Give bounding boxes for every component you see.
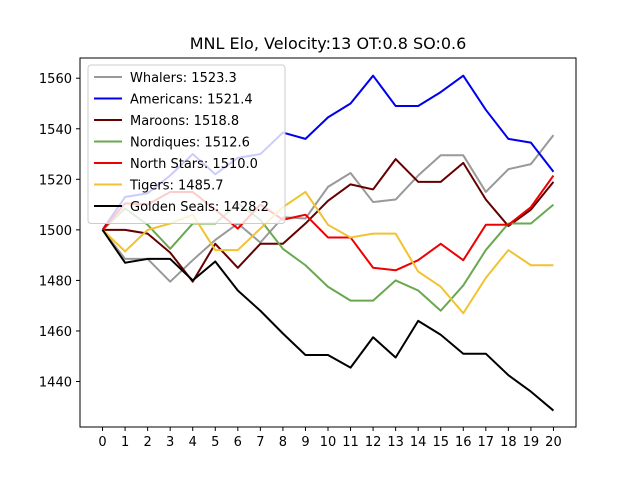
legend-box: [87, 64, 286, 224]
x-tick-label-13: 13: [387, 435, 404, 450]
x-tick-label-7: 7: [256, 435, 264, 450]
x-tick-label-14: 14: [410, 435, 427, 450]
series-line-6: [101, 229, 555, 412]
y-tick-label-4: 1520: [39, 173, 72, 188]
x-tick-label-9: 9: [301, 435, 309, 450]
x-tick-label-16: 16: [455, 435, 472, 450]
chart-title: MNL Elo, Velocity:13 OT:0.8 SO:0.6: [190, 34, 467, 53]
legend-label-1: Americans: 1521.4: [130, 93, 253, 108]
x-tick-label-5: 5: [211, 435, 219, 450]
x-tick-label-0: 0: [98, 435, 106, 450]
x-tick-label-8: 8: [279, 435, 287, 450]
x-tick-label-12: 12: [365, 435, 382, 450]
x-tick-label-11: 11: [342, 435, 359, 450]
x-tick-label-4: 4: [189, 435, 197, 450]
x-tick-label-10: 10: [320, 435, 337, 450]
series-line-0: [101, 134, 555, 283]
x-tick-label-3: 3: [166, 435, 174, 450]
series-line-2: [102, 158, 555, 283]
x-tick-label-18: 18: [500, 435, 517, 450]
y-tick-label-0: 1440: [39, 376, 72, 391]
legend-label-5: Tigers: 1485.7: [129, 179, 224, 194]
x-tick-label-17: 17: [478, 435, 495, 450]
legend-label-2: Maroons: 1518.8: [130, 114, 239, 129]
legend-label-0: Whalers: 1523.3: [130, 71, 237, 86]
x-tick-label-2: 2: [143, 435, 151, 450]
y-tick-label-1: 1460: [39, 325, 72, 340]
y-tick-label-6: 1560: [39, 72, 72, 87]
series-line-3: [101, 202, 555, 312]
x-tick-label-20: 20: [545, 435, 562, 450]
x-tick-label-6: 6: [234, 435, 242, 450]
y-tick-label-3: 1500: [39, 224, 72, 239]
legend-label-3: Nordiques: 1512.6: [130, 136, 250, 151]
legend: Whalers: 1523.3 Americans: 1521.4 Maroons:…: [87, 64, 286, 224]
axis-ticks: 0 1 2 3 4 5 6 7 8 9 10 11 12 13 14 15 16 17 18 19 2014401460…: [39, 72, 562, 450]
x-tick-label-1: 1: [121, 435, 129, 450]
x-tick-label-15: 15: [432, 435, 449, 450]
y-tick-label-2: 1480: [39, 274, 72, 289]
y-tick-label-5: 1540: [39, 123, 72, 138]
legend-label-6: Golden Seals: 1428.2: [130, 200, 269, 215]
legend-label-4: North Stars: 1510.0: [130, 157, 258, 172]
x-tick-label-19: 19: [523, 435, 540, 450]
